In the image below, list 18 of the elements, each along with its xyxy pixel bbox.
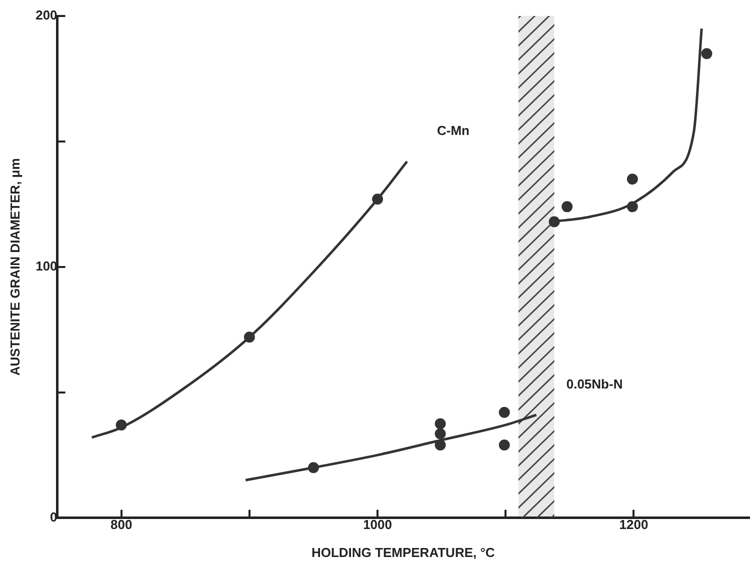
- text: 0.05Nb-N: [566, 376, 623, 392]
- x-axis-title: HOLDING TEMPERATURE, °C: [311, 544, 496, 560]
- line-series: [90, 160, 408, 439]
- y-tick-label: 200: [36, 8, 58, 23]
- point: [562, 201, 573, 212]
- point: [434, 418, 446, 430]
- line-series: [244, 414, 538, 482]
- text: C-Mn: [436, 123, 470, 138]
- x-tick-label: 1000: [363, 517, 392, 532]
- point: [498, 440, 510, 451]
- y-axis-title: AUSTENITE GRAIN DIAMETER, μm: [7, 158, 22, 376]
- point: [498, 406, 510, 418]
- point: [626, 174, 638, 185]
- y-tick-label: 100: [36, 258, 58, 274]
- point: [701, 48, 712, 60]
- x-tick-label: 800: [110, 517, 132, 532]
- x-tick-label: 1200: [619, 517, 648, 532]
- point: [434, 428, 446, 440]
